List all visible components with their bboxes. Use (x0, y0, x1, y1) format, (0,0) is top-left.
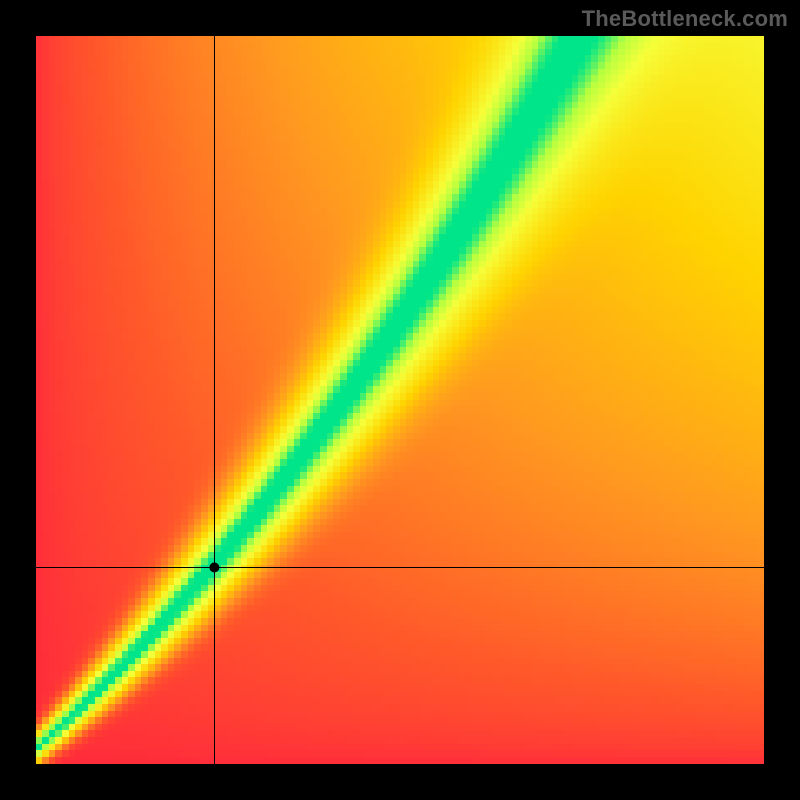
watermark-text: TheBottleneck.com (582, 6, 788, 32)
heatmap-container (36, 36, 764, 764)
bottleneck-heatmap (36, 36, 764, 764)
outer-frame: TheBottleneck.com (0, 0, 800, 800)
